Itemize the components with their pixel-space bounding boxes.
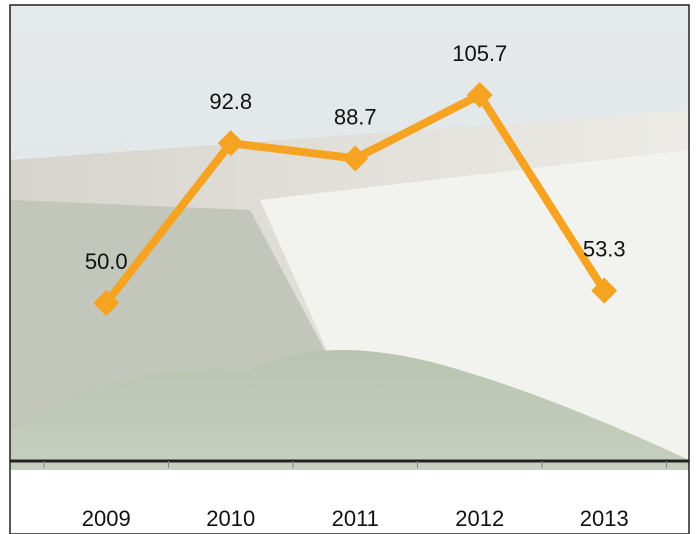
x-tick-label: 2013 <box>580 506 629 531</box>
value-label: 92.8 <box>209 89 252 114</box>
marker <box>591 277 618 304</box>
background <box>10 5 689 534</box>
marker <box>342 145 369 172</box>
marker <box>217 130 244 157</box>
frame <box>9 4 690 534</box>
x-tick-label: 2010 <box>206 506 255 531</box>
marker <box>466 82 493 108</box>
marker <box>93 290 120 316</box>
x-tick-label: 2011 <box>332 506 379 531</box>
value-label: 88.7 <box>334 104 377 129</box>
x-tick-label: 2012 <box>455 506 504 531</box>
value-label: 53.3 <box>583 236 626 261</box>
value-label: 105.7 <box>452 41 507 66</box>
x-tick-label: 2009 <box>82 506 131 531</box>
value-label: 50.0 <box>85 249 128 274</box>
